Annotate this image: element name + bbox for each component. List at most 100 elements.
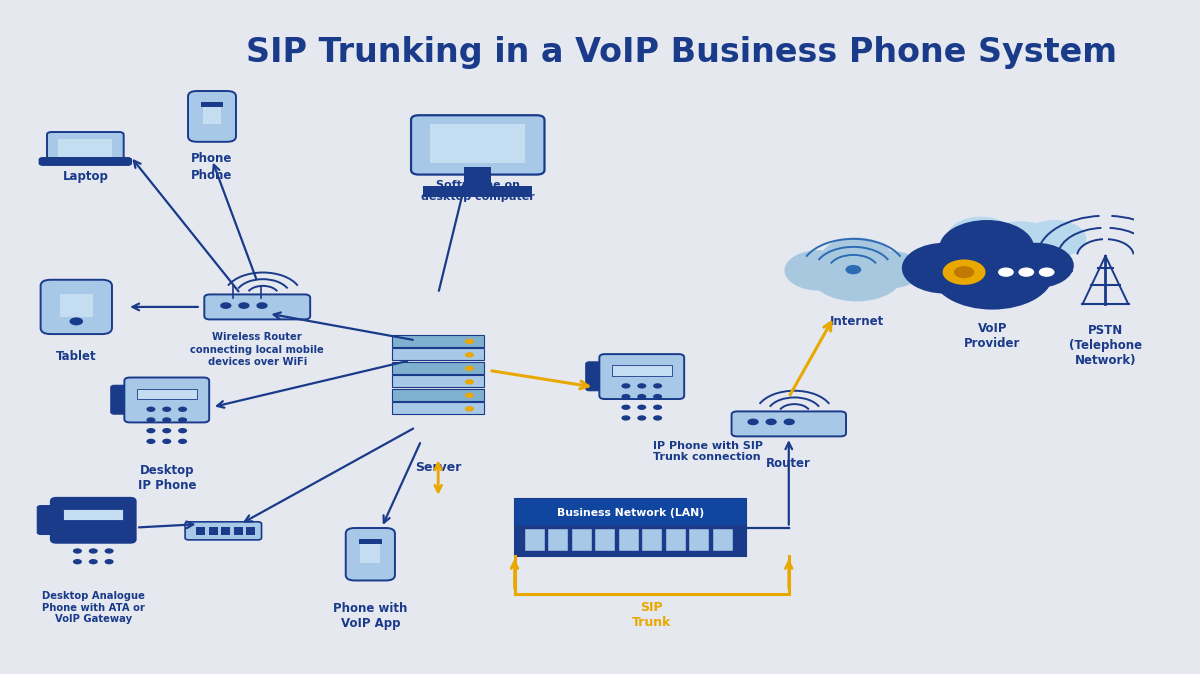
Circle shape xyxy=(637,415,647,421)
Text: Business Network (LAN): Business Network (LAN) xyxy=(557,508,704,518)
Circle shape xyxy=(89,538,97,543)
Bar xyxy=(642,529,662,551)
Circle shape xyxy=(622,394,630,399)
Text: Phone: Phone xyxy=(191,168,233,181)
Circle shape xyxy=(104,538,114,543)
Circle shape xyxy=(637,394,647,399)
FancyBboxPatch shape xyxy=(204,295,310,319)
Circle shape xyxy=(146,428,156,433)
Circle shape xyxy=(146,406,156,412)
Circle shape xyxy=(622,384,630,389)
Circle shape xyxy=(464,339,474,344)
FancyBboxPatch shape xyxy=(599,354,684,399)
Bar xyxy=(464,167,491,189)
Bar xyxy=(200,102,223,107)
Bar xyxy=(548,529,569,551)
Bar xyxy=(424,186,532,197)
Circle shape xyxy=(257,302,268,309)
Circle shape xyxy=(89,559,97,564)
Text: Desktop
IP Phone: Desktop IP Phone xyxy=(138,464,196,492)
Circle shape xyxy=(846,265,862,274)
Circle shape xyxy=(1019,268,1034,277)
FancyBboxPatch shape xyxy=(732,411,846,436)
Bar xyxy=(524,529,545,551)
Circle shape xyxy=(73,559,82,564)
Circle shape xyxy=(178,428,187,433)
Circle shape xyxy=(162,417,172,423)
Circle shape xyxy=(104,527,114,532)
Circle shape xyxy=(859,251,923,288)
Text: Phone with
VoIP App: Phone with VoIP App xyxy=(334,603,408,630)
Bar xyxy=(246,528,256,535)
Text: IP Phone with SIP
Trunk connection: IP Phone with SIP Trunk connection xyxy=(653,441,763,462)
Circle shape xyxy=(1039,268,1055,277)
Circle shape xyxy=(748,419,758,425)
Text: Desktop Analogue
Phone with ATA or
VoIP Gateway: Desktop Analogue Phone with ATA or VoIP … xyxy=(42,591,145,624)
Circle shape xyxy=(464,406,474,411)
FancyBboxPatch shape xyxy=(346,528,395,580)
Circle shape xyxy=(954,266,974,278)
Text: Phone: Phone xyxy=(191,152,233,166)
Circle shape xyxy=(622,404,630,410)
Bar xyxy=(203,104,221,125)
Circle shape xyxy=(810,245,904,301)
Circle shape xyxy=(978,221,1063,272)
Bar xyxy=(197,528,205,535)
Text: SIP
Trunk: SIP Trunk xyxy=(632,601,671,629)
Bar xyxy=(392,348,484,361)
Text: Laptop: Laptop xyxy=(62,170,108,183)
Circle shape xyxy=(89,549,97,553)
FancyBboxPatch shape xyxy=(47,132,124,164)
Bar xyxy=(515,499,746,556)
Circle shape xyxy=(653,415,662,421)
Circle shape xyxy=(239,302,250,309)
Circle shape xyxy=(146,417,156,423)
FancyBboxPatch shape xyxy=(412,115,545,175)
Circle shape xyxy=(178,417,187,423)
FancyBboxPatch shape xyxy=(40,158,131,165)
Circle shape xyxy=(464,393,474,398)
Circle shape xyxy=(220,302,232,309)
Circle shape xyxy=(464,353,474,358)
Bar xyxy=(392,402,484,415)
FancyBboxPatch shape xyxy=(125,377,209,423)
Bar xyxy=(431,124,526,163)
Circle shape xyxy=(178,406,187,412)
Circle shape xyxy=(464,366,474,371)
Bar xyxy=(221,528,230,535)
Bar xyxy=(209,528,218,535)
FancyBboxPatch shape xyxy=(185,522,262,540)
Circle shape xyxy=(162,428,172,433)
Circle shape xyxy=(653,394,662,399)
Bar xyxy=(515,499,746,524)
Bar xyxy=(689,529,709,551)
Circle shape xyxy=(464,379,474,385)
FancyBboxPatch shape xyxy=(41,280,112,334)
Circle shape xyxy=(104,549,114,553)
Bar xyxy=(571,529,592,551)
Circle shape xyxy=(785,250,853,290)
Text: VoIP
Provider: VoIP Provider xyxy=(964,321,1020,350)
Text: PSTN
(Telephone
Network): PSTN (Telephone Network) xyxy=(1069,324,1142,367)
Text: Server: Server xyxy=(415,460,461,474)
Circle shape xyxy=(940,220,1034,276)
Text: Router: Router xyxy=(767,458,811,470)
Circle shape xyxy=(784,419,794,425)
FancyBboxPatch shape xyxy=(110,386,132,414)
Text: Tablet: Tablet xyxy=(56,350,97,363)
Text: SIP Trunking in a VoIP Business Phone System: SIP Trunking in a VoIP Business Phone Sy… xyxy=(246,36,1117,69)
Circle shape xyxy=(947,216,1015,257)
Circle shape xyxy=(637,404,647,410)
Circle shape xyxy=(178,439,187,444)
Bar xyxy=(64,509,124,520)
Bar xyxy=(360,541,380,563)
Bar xyxy=(619,529,638,551)
Circle shape xyxy=(104,559,114,564)
Circle shape xyxy=(766,419,776,425)
Circle shape xyxy=(89,527,97,532)
Bar xyxy=(595,529,616,551)
Text: Softphone on
desktop computer: Softphone on desktop computer xyxy=(421,180,535,202)
FancyBboxPatch shape xyxy=(37,506,59,534)
Circle shape xyxy=(998,268,1014,277)
Bar xyxy=(60,294,92,317)
